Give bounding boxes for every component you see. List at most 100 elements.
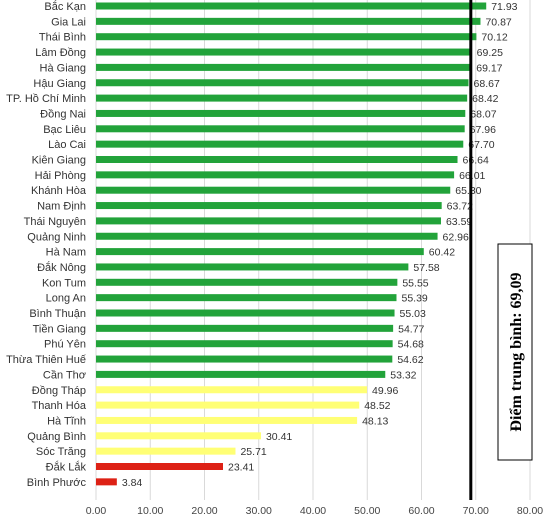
category-label: Lào Cai [48,139,86,151]
category-label: Kon Tum [42,277,86,289]
bar [96,370,386,378]
bar [96,109,466,117]
bar [96,416,358,424]
value-label: 69.25 [477,47,503,59]
value-label: 70.87 [485,16,511,28]
bar [96,447,236,455]
value-label: 54.68 [398,339,424,351]
value-label: 68.07 [470,108,496,120]
x-tick-label: 40.00 [300,505,326,517]
bar [96,432,261,440]
bar [96,217,441,225]
bar [96,232,438,240]
category-label: Gia Lai [51,16,86,28]
bar [96,17,481,25]
value-label: 49.96 [372,385,398,397]
value-label: 66.64 [463,155,489,167]
value-label: 65.30 [455,185,481,197]
bar [96,2,487,10]
category-label: Lâm Đồng [35,47,86,59]
category-label: Thái Nguyên [24,216,86,228]
category-label: Hải Phòng [35,170,86,182]
value-label: 67.96 [470,124,496,136]
category-label: Đắk Nông [37,261,86,274]
average-label: Điểm trung bình: 69,09 [508,272,525,431]
category-label: Kiên Giang [32,155,86,167]
category-label: Hà Giang [40,62,86,74]
x-tick-label: 80.00 [517,505,543,517]
x-tick-label: 60.00 [408,505,434,517]
category-label: Thái Bình [39,32,86,44]
value-label: 68.42 [472,93,498,105]
value-label: 67.70 [468,139,494,151]
category-label: Hà Nam [46,247,86,259]
value-label: 62.96 [443,231,469,243]
value-label: 66.01 [459,170,485,182]
bar [96,140,464,148]
category-labels: Bắc Kạn Gia Lai Thái Bình Lâm Đồng Hà Giang H… [6,0,87,489]
value-labels: 71.93 70.87 70.12 69.25 69.17 68.67 68.42 68.07… [122,1,518,489]
average-label-box [497,243,533,461]
category-label: Long An [46,293,86,305]
x-tick-label: 70.00 [463,505,489,517]
bar [96,401,360,409]
bar [96,125,465,133]
value-label: 48.13 [362,415,388,427]
value-label: 71.93 [491,1,517,13]
category-label: Hậu Giang [33,78,86,90]
value-label: 70.12 [481,32,507,44]
x-tick-label: 30.00 [246,505,272,517]
category-label: Sóc Trăng [36,446,86,458]
x-tick-label: 10.00 [137,505,163,517]
bar [96,340,393,348]
category-label: Phú Yên [44,339,86,351]
bar [96,48,472,56]
value-label: 68.67 [474,78,500,90]
bar [96,94,468,102]
bar [96,202,442,210]
value-label: 53.32 [390,369,416,381]
bars [96,2,487,486]
value-label: 25.71 [240,446,266,458]
category-label: Đồng Tháp [32,385,86,397]
category-label: Khánh Hòa [31,185,87,197]
bar [96,278,398,286]
value-label: 54.62 [397,354,423,366]
category-label: Bình Thuận [29,308,86,320]
bar [96,294,397,302]
category-label: Bắc Kạn [44,0,86,13]
bar [96,355,393,363]
category-label: Thanh Hóa [32,400,87,412]
value-label: 55.39 [401,293,427,305]
category-label: Bạc Liêu [43,124,86,136]
bar [96,171,455,179]
bar [96,186,451,194]
category-label: Quảng Bình [27,431,86,443]
bar [96,156,458,163]
bar [96,478,117,486]
value-label: 63.59 [446,216,472,228]
category-label: Quảng Ninh [27,231,86,243]
category-label: Đồng Nai [40,108,86,120]
category-label: Đắk Lắk [46,461,87,474]
bar [96,463,223,470]
category-label: TP. Hồ Chí Minh [6,93,86,105]
value-label: 30.41 [266,431,292,443]
bar [96,309,395,317]
bar [96,324,394,332]
bar [96,386,368,394]
value-label: 23.41 [228,462,254,474]
value-label: 69.17 [476,62,502,74]
value-label: 57.58 [413,262,439,274]
value-label: 3.84 [122,477,143,489]
category-label: Nam Định [37,201,86,213]
category-label: Cần Thơ [43,369,86,381]
x-tick-label: 20.00 [191,505,217,517]
value-label: 48.52 [364,400,390,412]
value-label: 55.55 [402,277,428,289]
category-label: Tiền Giang [33,323,86,335]
bar [96,263,409,271]
value-label: 55.03 [400,308,426,320]
value-label: 54.77 [398,323,424,335]
